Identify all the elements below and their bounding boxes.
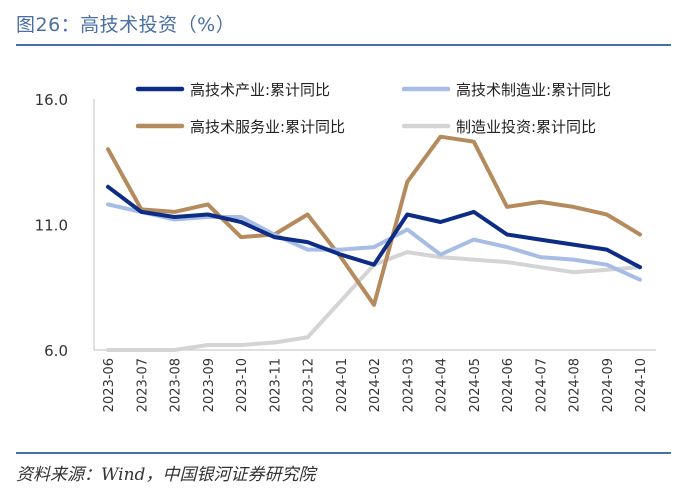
chart-series-lines [106,134,642,352]
x-tick-label: 2024-01 [335,358,350,412]
y-tick-label: 6.0 [44,342,68,360]
legend-entry: 高技术服务业:累计同比 [135,118,345,136]
chart-axes: 16.0 11.0 6.0 2023-06 2023-07 2023-08 2023-09 2… [35,91,656,412]
x-tick-label: 2024-05 [468,358,483,412]
series-line-4 [106,250,642,352]
x-tick-label: 2023-09 [202,358,217,412]
legend-label: 高技术产业:累计同比 [190,81,330,99]
x-tick-label: 2023-06 [102,358,117,412]
x-tick-label: 2024-07 [534,358,549,412]
series-line-2 [106,202,642,282]
x-tick-label: 2024-06 [501,358,516,412]
legend-label: 高技术服务业:累计同比 [190,118,345,136]
figure-title: 图26：高技术投资（%） [16,14,236,36]
legend-entry: 高技术制造业:累计同比 [401,81,611,99]
x-tick-label: 2024-10 [634,358,649,412]
source-divider [16,452,671,454]
y-tick-label: 11.0 [35,217,68,235]
y-tick-label: 16.0 [35,91,68,109]
x-tick-label: 2023-10 [235,358,250,412]
x-tick-label: 2023-08 [169,358,184,412]
legend-entry: 制造业投资:累计同比 [401,118,596,136]
title-divider [16,44,671,46]
x-tick-label: 2024-09 [601,358,616,412]
source-note: 资料来源：Wind，中国银河证券研究院 [16,465,316,485]
x-tick-label: 2023-11 [268,358,283,412]
x-tick-label: 2023-12 [302,358,317,412]
x-tick-label: 2024-03 [401,358,416,412]
legend-label: 制造业投资:累计同比 [456,118,596,136]
x-tick-label: 2024-04 [435,358,450,412]
x-tick-label: 2024-02 [368,358,383,412]
x-tick-label: 2024-08 [568,358,583,412]
x-tick-label: 2023-07 [135,358,150,412]
legend-label: 高技术制造业:累计同比 [456,81,611,99]
series-line-3 [106,134,642,307]
legend-entry: 高技术产业:累计同比 [135,81,330,99]
series-line-1 [106,184,642,270]
